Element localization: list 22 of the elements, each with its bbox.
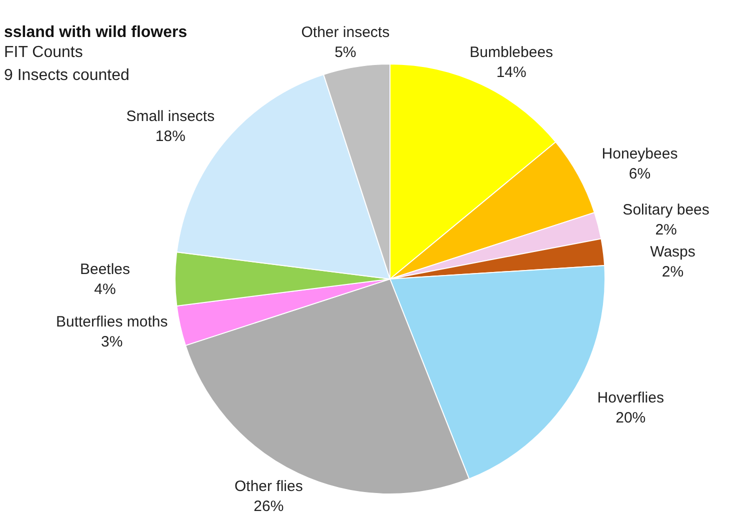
chart-title: ssland with wild flowers — [4, 24, 188, 41]
slice-label: Butterflies moths — [56, 313, 168, 330]
slice-label: Wasps — [650, 243, 696, 260]
slice-label: Small insects — [126, 108, 215, 126]
data-label: 2% — [662, 263, 684, 280]
data-label: 3% — [101, 333, 123, 350]
slice-label: Other insects — [301, 24, 390, 41]
data-label: 4% — [94, 281, 116, 298]
data-label: 26% — [254, 498, 284, 513]
slice-label: Solitary bees — [622, 201, 710, 218]
slice-label: Bumblebees — [470, 44, 554, 61]
data-label: 2% — [655, 221, 677, 238]
data-label: 6% — [628, 165, 651, 182]
data-label: 5% — [334, 44, 356, 61]
slice-label: Hoverflies — [597, 390, 664, 407]
data-label: 18% — [155, 128, 186, 146]
text: FIT Counts 9 Insects counted — [4, 44, 130, 84]
slice-label: Beetles — [80, 261, 130, 278]
data-label: 14% — [496, 64, 526, 81]
slice-label: Honeybees — [602, 145, 678, 162]
data-label: 20% — [616, 410, 646, 427]
slice-label: Other flies — [234, 478, 303, 496]
